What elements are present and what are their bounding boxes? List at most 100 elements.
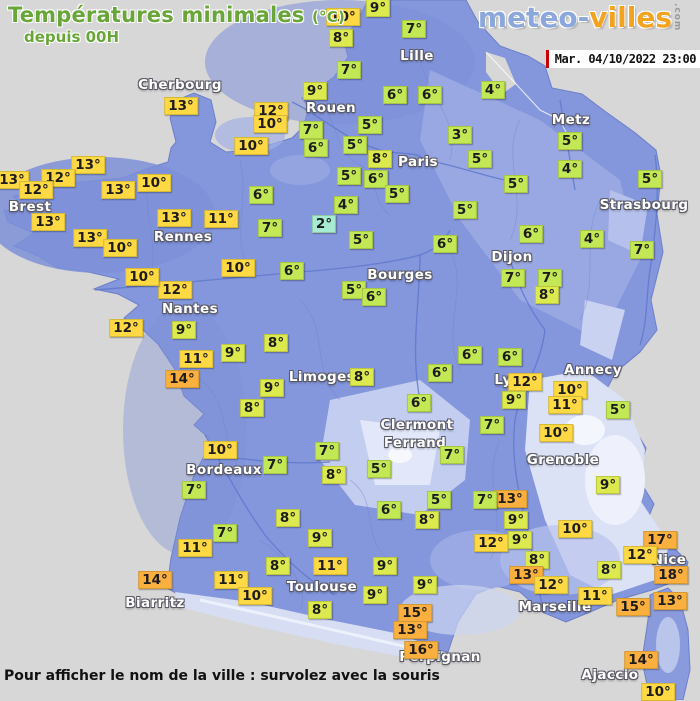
- temp-badge[interactable]: 13°: [493, 490, 527, 508]
- temp-badge[interactable]: 13°: [73, 229, 107, 247]
- temp-badge[interactable]: 6°: [376, 501, 402, 519]
- temp-badge[interactable]: 13°: [509, 566, 543, 584]
- temp-badge[interactable]: 4°: [333, 196, 359, 214]
- temp-badge[interactable]: 16°: [404, 641, 438, 659]
- temp-badge[interactable]: 7°: [336, 61, 362, 79]
- temp-badge[interactable]: 13°: [101, 181, 135, 199]
- temp-badge[interactable]: 6°: [382, 86, 408, 104]
- temp-badge[interactable]: 9°: [362, 586, 388, 604]
- temp-badge[interactable]: 5°: [341, 281, 367, 299]
- temp-badge[interactable]: 7°: [537, 269, 563, 287]
- temp-badge[interactable]: 11°: [313, 557, 347, 575]
- temp-badge[interactable]: 11°: [578, 587, 612, 605]
- temp-badge[interactable]: 5°: [452, 201, 478, 219]
- temp-badge[interactable]: 8°: [275, 509, 301, 527]
- temp-badge[interactable]: 6°: [417, 86, 443, 104]
- temp-badge[interactable]: 6°: [427, 364, 453, 382]
- temp-badge[interactable]: 14°: [165, 370, 199, 388]
- temp-badge[interactable]: 7°: [500, 269, 526, 287]
- temp-badge[interactable]: 12°: [19, 181, 53, 199]
- temp-badge[interactable]: 10°: [253, 115, 287, 133]
- temp-badge[interactable]: 8°: [534, 286, 560, 304]
- temp-badge[interactable]: 11°: [204, 210, 238, 228]
- temp-badge[interactable]: 9°: [595, 476, 621, 494]
- temp-badge[interactable]: 7°: [472, 491, 498, 509]
- temp-badge[interactable]: 9°: [171, 321, 197, 339]
- temp-badge[interactable]: 5°: [348, 231, 374, 249]
- temp-badge[interactable]: 9°: [412, 576, 438, 594]
- temp-badge[interactable]: 5°: [366, 460, 392, 478]
- temp-badge[interactable]: 6°: [518, 225, 544, 243]
- temp-badge[interactable]: 7°: [479, 416, 505, 434]
- temp-badge[interactable]: 5°: [467, 150, 493, 168]
- temp-badge[interactable]: 8°: [596, 561, 622, 579]
- temp-badge[interactable]: 10°: [326, 8, 360, 26]
- temp-badge[interactable]: 8°: [239, 399, 265, 417]
- temp-badge[interactable]: 7°: [298, 121, 324, 139]
- temp-badge[interactable]: 8°: [367, 150, 393, 168]
- temp-badge[interactable]: 8°: [349, 368, 375, 386]
- meteo-villes-logo[interactable]: meteo-villes.com: [478, 1, 682, 34]
- temp-badge[interactable]: 5°: [357, 116, 383, 134]
- temp-badge[interactable]: 5°: [426, 491, 452, 509]
- temp-badge[interactable]: 13°: [164, 97, 198, 115]
- temp-badge[interactable]: 12°: [508, 373, 542, 391]
- temp-badge[interactable]: 4°: [480, 81, 506, 99]
- temp-badge[interactable]: 13°: [393, 621, 427, 639]
- temp-badge[interactable]: 7°: [257, 219, 283, 237]
- temp-badge[interactable]: 15°: [616, 598, 650, 616]
- temp-badge[interactable]: 6°: [363, 170, 389, 188]
- temp-badge[interactable]: 7°: [262, 456, 288, 474]
- temp-badge[interactable]: 7°: [629, 241, 655, 259]
- temp-badge[interactable]: 10°: [553, 381, 587, 399]
- temp-badge[interactable]: 9°: [220, 344, 246, 362]
- temp-badge[interactable]: 9°: [503, 511, 529, 529]
- temp-badge[interactable]: 7°: [212, 524, 238, 542]
- temp-badge[interactable]: 8°: [414, 511, 440, 529]
- temp-badge[interactable]: 10°: [221, 259, 255, 277]
- temp-badge[interactable]: 14°: [138, 571, 172, 589]
- temp-badge[interactable]: 4°: [579, 230, 605, 248]
- temp-badge[interactable]: 5°: [557, 132, 583, 150]
- temp-badge[interactable]: 9°: [507, 531, 533, 549]
- temp-badge[interactable]: 10°: [137, 174, 171, 192]
- temp-badge[interactable]: 6°: [303, 139, 329, 157]
- temp-badge[interactable]: 9°: [501, 391, 527, 409]
- temp-badge[interactable]: 5°: [637, 170, 663, 188]
- temp-badge[interactable]: 6°: [248, 186, 274, 204]
- temp-badge[interactable]: 12°: [623, 546, 657, 564]
- temp-badge[interactable]: 8°: [307, 601, 333, 619]
- temp-badge[interactable]: 6°: [279, 262, 305, 280]
- temp-badge[interactable]: 18°: [654, 566, 688, 584]
- temp-badge[interactable]: 7°: [401, 20, 427, 38]
- temp-badge[interactable]: 11°: [179, 350, 213, 368]
- temp-badge[interactable]: 8°: [321, 466, 347, 484]
- temp-badge[interactable]: 11°: [178, 539, 212, 557]
- temp-badge[interactable]: 13°: [31, 213, 65, 231]
- temp-badge[interactable]: 10°: [539, 424, 573, 442]
- temp-badge[interactable]: 10°: [641, 683, 675, 701]
- temp-badge[interactable]: 11°: [548, 396, 582, 414]
- temp-badge[interactable]: 6°: [497, 348, 523, 366]
- temp-badge[interactable]: 17°: [643, 531, 677, 549]
- temp-badge[interactable]: 10°: [103, 239, 137, 257]
- temp-badge[interactable]: 6°: [432, 235, 458, 253]
- temp-badge[interactable]: 7°: [314, 442, 340, 460]
- temp-badge[interactable]: 10°: [125, 268, 159, 286]
- temp-badge[interactable]: 13°: [71, 156, 105, 174]
- temp-badge[interactable]: 12°: [109, 319, 143, 337]
- temp-badge[interactable]: 10°: [558, 520, 592, 538]
- temp-badge[interactable]: 10°: [203, 441, 237, 459]
- temp-badge[interactable]: 8°: [265, 557, 291, 575]
- temp-badge[interactable]: 15°: [398, 604, 432, 622]
- temp-badge[interactable]: 5°: [336, 167, 362, 185]
- temp-badge[interactable]: 12°: [158, 281, 192, 299]
- temp-badge[interactable]: 8°: [263, 334, 289, 352]
- temp-badge[interactable]: 2°: [311, 215, 337, 233]
- temp-badge[interactable]: 6°: [457, 346, 483, 364]
- temp-badge[interactable]: 5°: [384, 185, 410, 203]
- temp-badge[interactable]: 5°: [342, 136, 368, 154]
- temp-badge[interactable]: 13°: [653, 592, 687, 610]
- temp-badge[interactable]: 9°: [307, 529, 333, 547]
- temp-badge[interactable]: 12°: [534, 576, 568, 594]
